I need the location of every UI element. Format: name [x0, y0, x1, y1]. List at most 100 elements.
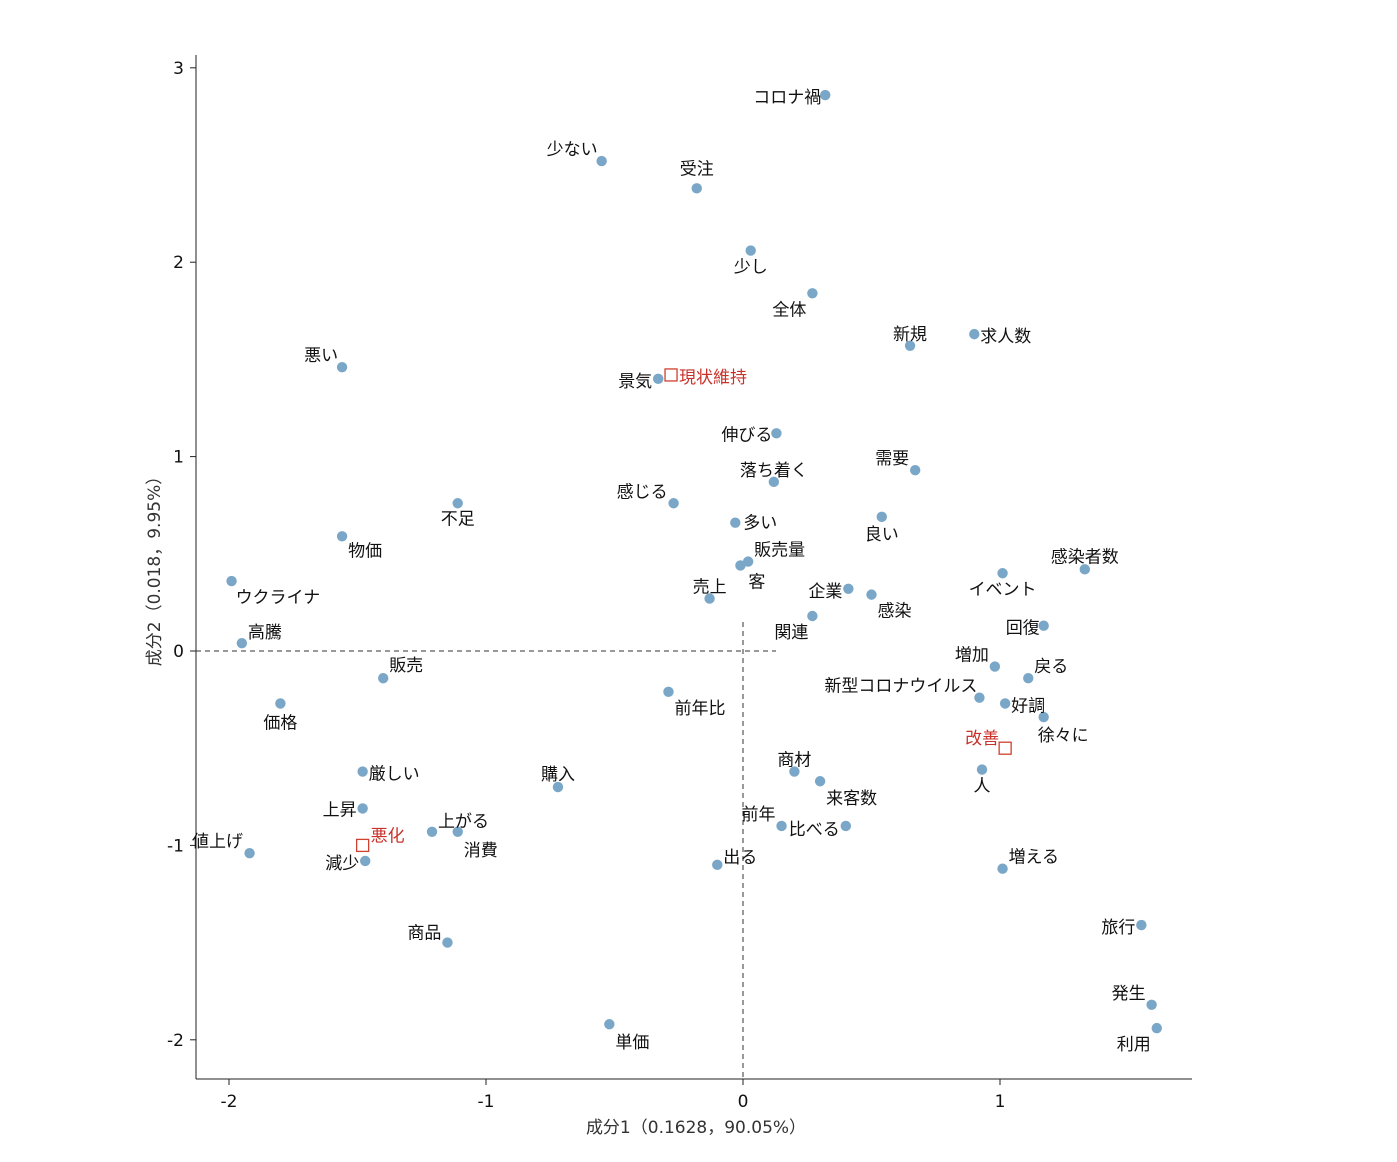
word-label: 客: [748, 572, 765, 592]
word-point: [876, 511, 887, 523]
word-label: 新型コロナウイルス: [824, 677, 977, 697]
word-point: [226, 575, 237, 587]
word-label: 徐々に: [1038, 726, 1089, 746]
word-label: 受注: [680, 159, 714, 179]
word-point: [789, 766, 800, 777]
word-point: [843, 583, 854, 594]
word-label: 比べる: [789, 820, 840, 840]
word-point: [336, 531, 348, 542]
word-point: [969, 328, 980, 340]
category-point: [998, 741, 1012, 755]
word-point: [652, 373, 664, 385]
word-point: [1038, 620, 1049, 631]
x-tick-label: 1: [995, 1092, 1006, 1112]
word-label: 不足: [441, 509, 475, 529]
word-label: 人: [974, 777, 991, 797]
y-tick-label: 1: [173, 448, 184, 468]
y-tick-label: 3: [173, 59, 184, 79]
word-point: [997, 568, 1008, 579]
word-label: 上昇: [323, 800, 357, 820]
word-point: [974, 692, 985, 703]
word-label: 多い: [743, 514, 777, 534]
word-point: [360, 855, 371, 867]
axes: -2 -1 0 1 -2 -1 0 1 2 3: [167, 55, 1192, 1112]
word-point: [704, 593, 715, 604]
word-label: 利用: [1117, 1035, 1151, 1055]
word-point: [735, 560, 746, 571]
category-label: 改善: [965, 729, 999, 749]
word-point: [976, 764, 988, 775]
x-tick-label: 0: [738, 1092, 749, 1112]
word-point: [989, 661, 1001, 672]
word-point: [866, 589, 877, 600]
word-label: 増加: [955, 646, 989, 666]
word-label: 企業: [808, 582, 842, 602]
word-label: 感染: [878, 602, 912, 622]
word-point: [426, 826, 438, 837]
word-point: [730, 517, 741, 528]
word-label: 新規: [893, 325, 927, 345]
category-point: [355, 838, 370, 853]
word-point: [771, 428, 782, 439]
word-label: 売上: [693, 578, 727, 598]
word-point: [840, 820, 851, 832]
word-label: 伸びる: [721, 425, 772, 445]
word-point: [596, 155, 607, 167]
word-point: [452, 498, 463, 509]
word-point: [909, 465, 921, 476]
word-label: 回復: [1006, 619, 1040, 639]
word-label: 上がる: [438, 812, 489, 832]
word-point: [999, 698, 1011, 709]
y-tick-label: -1: [167, 836, 184, 856]
word-point: [745, 245, 756, 256]
word-label: 販売: [389, 656, 423, 676]
word-label: 厳しい: [369, 765, 420, 785]
word-label: 販売量: [754, 541, 805, 561]
word-point: [668, 498, 679, 509]
word-label: 値上げ: [192, 832, 243, 852]
word-point: [997, 863, 1008, 874]
word-label: 減少: [325, 854, 359, 874]
word-label: 単価: [615, 1033, 649, 1053]
x-tick-label: -2: [221, 1092, 238, 1112]
word-point: [357, 766, 368, 777]
word-point: [1023, 673, 1034, 684]
word-label: ウクライナ: [236, 588, 321, 608]
word-point: [452, 826, 463, 837]
word-label: 発生: [1112, 984, 1146, 1004]
word-point: [742, 556, 754, 567]
word-label: 全体: [772, 300, 806, 320]
word-point: [442, 937, 453, 948]
word-point: [336, 361, 348, 373]
word-point: [1146, 999, 1157, 1011]
word-label: イベント: [969, 580, 1037, 600]
word-label: 景気: [618, 372, 652, 392]
category-point: [664, 368, 678, 382]
word-point: [552, 781, 564, 793]
word-point: [357, 803, 368, 814]
y-tick-label: -2: [167, 1031, 184, 1051]
word-label: 前年比: [674, 699, 725, 719]
word-label: 出る: [723, 848, 757, 868]
word-label: 感じる: [617, 482, 668, 502]
word-point: [904, 340, 916, 351]
category-label: 現状維持: [679, 368, 747, 388]
category-label: 悪化: [371, 826, 405, 846]
word-point: [1136, 919, 1147, 931]
word-label: 求人数: [980, 327, 1031, 347]
word-label: 旅行: [1101, 918, 1135, 938]
word-label: 少ない: [547, 140, 598, 160]
word-label: 需要: [875, 449, 909, 469]
word-label: コロナ禍: [753, 88, 821, 108]
word-points: [226, 89, 1162, 1034]
word-point: [378, 673, 389, 684]
y-axis-title: 成分2（0.018，9.95%）: [145, 468, 165, 667]
word-point: [236, 638, 248, 649]
word-label: 戻る: [1034, 657, 1068, 677]
y-tick-label: 0: [173, 642, 184, 662]
word-label: 増える: [1009, 848, 1060, 868]
word-label: 商品: [407, 924, 441, 944]
